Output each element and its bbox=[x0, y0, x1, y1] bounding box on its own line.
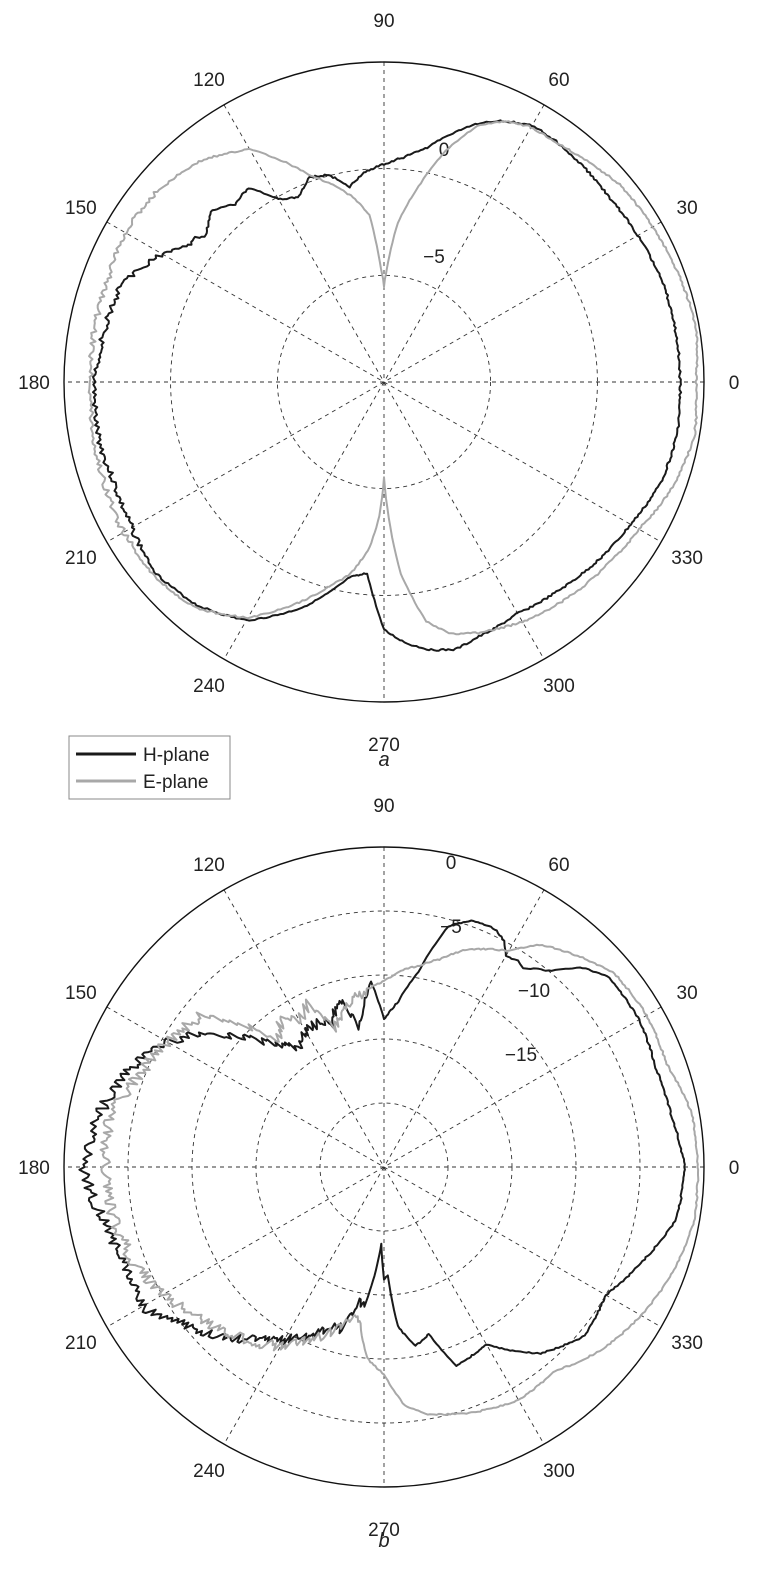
angle-tick-label: 270 bbox=[368, 735, 400, 756]
angle-tick-label: 120 bbox=[193, 70, 225, 91]
polar-chart-b: 0 30 60 90 120 150 180 210 240 270 300 330 0 −5 −10 −15… bbox=[18, 796, 739, 1552]
angle-tick-label: 0 bbox=[729, 1158, 740, 1179]
angle-tick-label: 270 bbox=[368, 1520, 400, 1541]
angle-tick-label: 300 bbox=[543, 676, 575, 697]
angle-tick-label: 240 bbox=[193, 676, 225, 697]
angle-tick-label: 180 bbox=[18, 373, 50, 394]
radial-tick-label: −15 bbox=[505, 1045, 537, 1066]
legend-box bbox=[68, 735, 231, 800]
grid-spoke bbox=[106, 221, 662, 543]
grid-circle bbox=[276, 274, 492, 490]
legend-label-h-plane: H-plane bbox=[143, 745, 210, 766]
angle-tick-label: 150 bbox=[65, 983, 97, 1004]
angle-tick-label: 60 bbox=[548, 855, 569, 876]
outer-circle bbox=[63, 846, 705, 1488]
angle-tick-label: 60 bbox=[548, 70, 569, 91]
angle-tick-label: 210 bbox=[65, 1333, 97, 1354]
angle-tick-label: 330 bbox=[671, 548, 703, 569]
polar-chart-a: 0 30 60 90 120 150 180 210 240 270 300 330 0 −5 a bbox=[18, 11, 739, 771]
angle-tick-label: 240 bbox=[193, 1461, 225, 1482]
series-line-h-plane bbox=[91, 119, 683, 652]
outer-circle bbox=[63, 61, 705, 703]
angle-tick-label: 210 bbox=[65, 548, 97, 569]
series-line-e-plane bbox=[99, 943, 700, 1416]
radial-tick-label: 0 bbox=[446, 853, 457, 874]
radial-tick-label: −5 bbox=[423, 247, 445, 268]
angle-tick-label: 0 bbox=[729, 373, 740, 394]
grid-spoke bbox=[106, 1006, 662, 1328]
angle-tick-label: 180 bbox=[18, 1158, 50, 1179]
angle-tick-label: 330 bbox=[671, 1333, 703, 1354]
angle-tick-label: 150 bbox=[65, 198, 97, 219]
series-line-e-plane bbox=[87, 120, 699, 636]
radial-tick-label: 0 bbox=[439, 140, 450, 161]
series-line-h-plane bbox=[78, 919, 686, 1367]
radial-tick-label: −5 bbox=[440, 917, 462, 938]
angle-tick-label: 90 bbox=[373, 11, 394, 32]
legend-label-e-plane: E-plane bbox=[143, 772, 209, 793]
angle-tick-label: 30 bbox=[677, 198, 698, 219]
angle-tick-label: 300 bbox=[543, 1461, 575, 1482]
panel-label: b bbox=[378, 1530, 389, 1552]
angle-tick-label: 120 bbox=[193, 855, 225, 876]
panel-label: a bbox=[378, 749, 389, 771]
radial-tick-label: −10 bbox=[518, 981, 550, 1002]
angle-tick-label: 90 bbox=[373, 796, 394, 817]
legend: H-plane E-plane bbox=[68, 735, 231, 800]
angle-tick-label: 30 bbox=[677, 983, 698, 1004]
